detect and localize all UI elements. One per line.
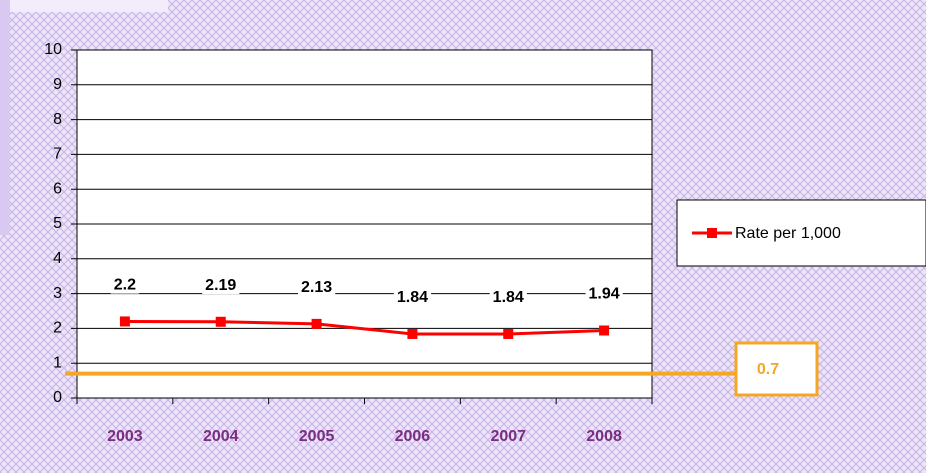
value-label-bg (489, 289, 527, 307)
value-label: 1.84 (397, 289, 428, 306)
value-label-bg (393, 289, 432, 307)
marker (503, 328, 514, 339)
y-tick-label: 6 (53, 180, 62, 197)
x-tick-label: 2007 (490, 428, 526, 445)
series-line (124, 319, 605, 336)
marker (215, 316, 226, 327)
value-label-bg (110, 276, 140, 294)
y-tick-label: 1 (53, 354, 62, 371)
value-label: 2.13 (301, 279, 332, 296)
y-tick-label: 8 (53, 111, 62, 128)
value-label: 1.94 (589, 286, 620, 303)
x-tick-label: 2003 (107, 428, 143, 445)
marker (599, 325, 610, 336)
legend-label: Rate per 1,000 (735, 225, 841, 242)
legend-marker (707, 228, 717, 238)
value-label-bg (298, 279, 336, 297)
x-tick-label: 2004 (203, 428, 239, 445)
y-tick-label: 10 (44, 41, 62, 58)
x-tick-label: 2008 (586, 428, 622, 445)
x-tick-label: 2005 (299, 428, 335, 445)
marker (311, 318, 322, 329)
value-label-bg (202, 277, 240, 295)
marker (119, 316, 130, 327)
reference-label: 0.7 (757, 361, 779, 378)
marker (407, 328, 418, 339)
value-label: 2.19 (205, 277, 236, 294)
y-tick-label: 0 (53, 389, 62, 406)
value-label: 2.2 (114, 277, 136, 294)
reference-box (734, 341, 819, 397)
value-label: 1.84 (493, 289, 524, 306)
y-tick-label: 2 (53, 320, 62, 337)
y-tick-label: 7 (53, 146, 62, 163)
y-tick-label: 4 (53, 250, 62, 267)
value-label-bg (585, 285, 623, 303)
y-tick-label: 5 (53, 215, 62, 232)
y-tick-label: 9 (53, 76, 62, 93)
header-block (0, 0, 168, 12)
x-tick-label: 2006 (395, 428, 431, 445)
y-tick-label: 3 (53, 285, 62, 302)
side-strip (0, 0, 10, 235)
